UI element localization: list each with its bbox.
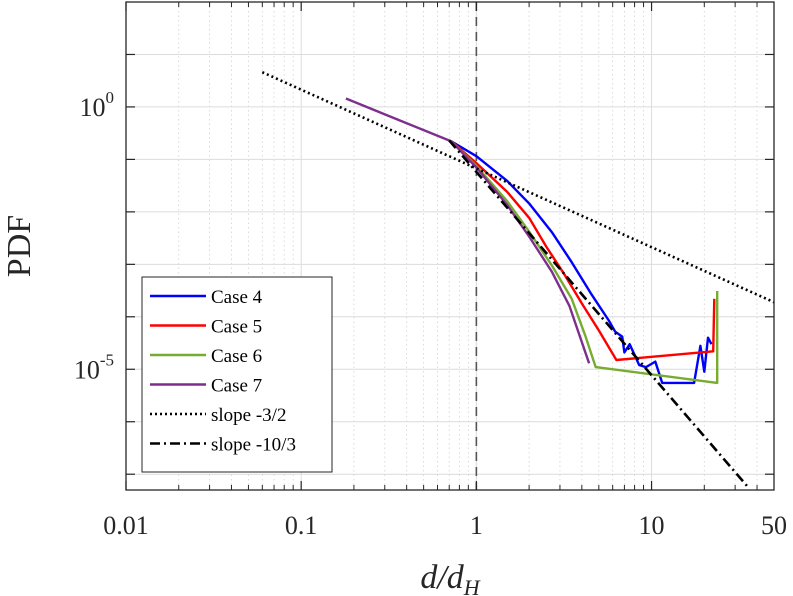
- tick-labels: 0.01 0.1 1 10 50 100 10-5: [74, 88, 787, 540]
- legend-label: slope -3/2: [211, 405, 286, 426]
- legend-label: slope -10/3: [211, 435, 296, 456]
- legend-label: Case 6: [211, 346, 262, 367]
- legend: Case 4 Case 5 Case 6 Case 7 slope -3/2 slope …: [141, 276, 333, 473]
- series-case-5-line: [450, 140, 716, 362]
- series-slope-10-3-line: [448, 139, 748, 487]
- legend-box: [141, 276, 333, 473]
- x-tick-label: 1: [470, 511, 483, 540]
- y-tick-label: 100: [80, 88, 115, 122]
- legend-label: Case 7: [211, 376, 262, 397]
- x-tick-label: 10: [639, 511, 665, 540]
- series-case-4-line: [450, 140, 713, 385]
- series-slope-3-2-line: [261, 71, 775, 304]
- x-axis-label: d/dH: [420, 559, 480, 596]
- series-layer: [261, 71, 775, 487]
- axis-ticks: [125, 2, 775, 490]
- x-tick-label: 50: [761, 511, 787, 540]
- x-tick-label: 0.01: [103, 511, 149, 540]
- legend-label: Case 5: [211, 317, 262, 338]
- legend-label: Case 4: [211, 287, 263, 308]
- y-tick-label: 10-5: [74, 350, 114, 384]
- x-tick-label: 0.1: [285, 511, 318, 540]
- plot-frame: [125, 1, 775, 491]
- series-case-6-line: [450, 140, 719, 385]
- minor-grid: [178, 2, 775, 490]
- y-axis-label: PDF: [1, 215, 38, 277]
